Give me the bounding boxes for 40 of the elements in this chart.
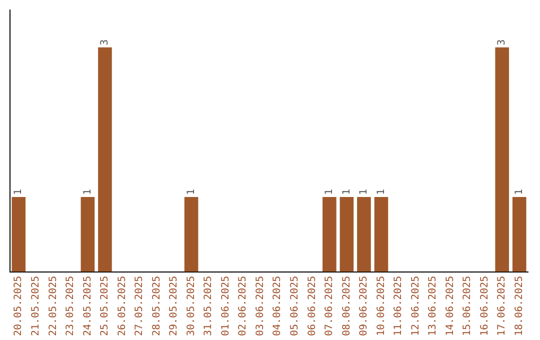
- x-tick-label: 28.05.2025: [151, 276, 162, 336]
- x-tick-label: 07.06.2025: [324, 276, 336, 336]
- data-label: 1: [13, 188, 24, 195]
- x-tick-label: 06.06.2025: [306, 276, 318, 336]
- x-tick-label: 30.05.2025: [186, 276, 197, 336]
- data-label: 1: [324, 188, 336, 195]
- data-label: 1: [341, 188, 352, 195]
- x-tick-label: 03.06.2025: [254, 276, 266, 336]
- x-tick-label: 18.06.2025: [514, 276, 525, 336]
- x-tick-label: 21.05.2025: [30, 276, 42, 336]
- data-label: 3: [100, 39, 111, 46]
- x-tick-label: 23.05.2025: [65, 276, 76, 336]
- data-label: 1: [186, 188, 197, 195]
- data-label: 1: [358, 188, 370, 195]
- x-tick-label: 10.06.2025: [376, 276, 387, 336]
- x-tick-label: 24.05.2025: [82, 276, 94, 336]
- x-tick-label: 15.06.2025: [462, 276, 474, 336]
- x-tick-label: 17.06.2025: [496, 276, 508, 336]
- x-tick-label: 31.05.2025: [203, 276, 214, 336]
- x-tick-label: 11.06.2025: [393, 276, 404, 336]
- data-label: 3: [496, 39, 508, 46]
- x-tick-label: 04.06.2025: [272, 276, 284, 336]
- x-tick-label: 20.05.2025: [13, 276, 24, 336]
- x-tick-label: 02.06.2025: [238, 276, 249, 336]
- x-tick-label: 27.05.2025: [134, 276, 146, 336]
- x-tick-label: 05.06.2025: [289, 276, 300, 336]
- x-tick-label: 14.06.2025: [444, 276, 456, 336]
- x-tick-label: 01.06.2025: [220, 276, 232, 336]
- x-tick-label: 12.06.2025: [410, 276, 422, 336]
- x-tick-label: 22.05.2025: [48, 276, 59, 336]
- x-tick-label: 09.06.2025: [358, 276, 370, 336]
- x-tick-label: 25.05.2025: [100, 276, 111, 336]
- x-tick-label: 16.06.2025: [479, 276, 490, 336]
- data-label: 1: [82, 188, 94, 195]
- data-label: 1: [376, 188, 387, 195]
- x-tick-label: 08.06.2025: [341, 276, 352, 336]
- x-tick-label: 29.05.2025: [168, 276, 180, 336]
- data-label: 1: [514, 188, 525, 195]
- x-tick-label: 26.05.2025: [116, 276, 128, 336]
- x-tick-label: 13.06.2025: [428, 276, 439, 336]
